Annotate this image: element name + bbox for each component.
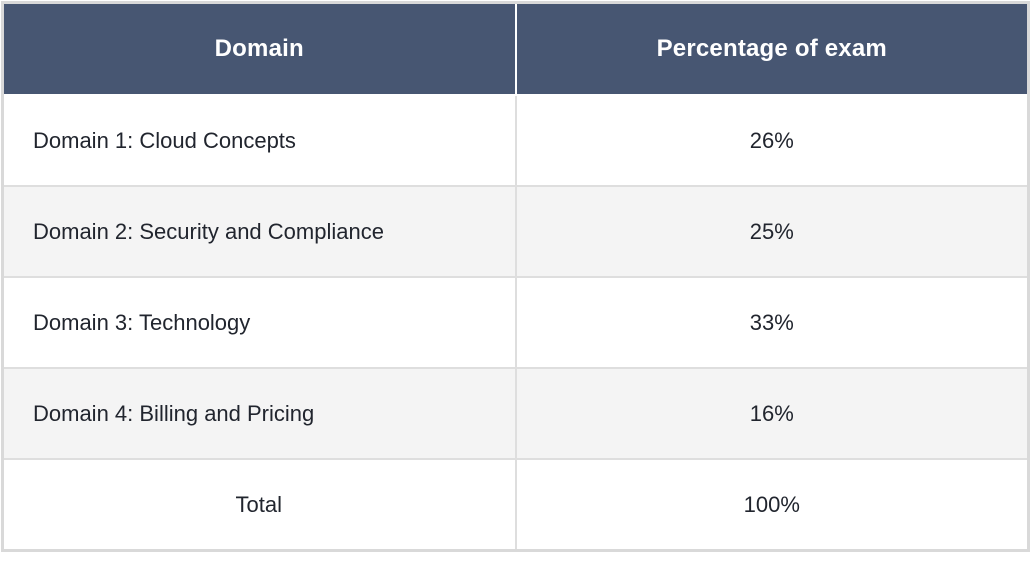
table-body: Domain 1: Cloud Concepts 26% Domain 2: S…: [1, 94, 1030, 552]
table-row-domain-4: Domain 4: Billing and Pricing 16%: [1, 367, 1030, 460]
domain-cell: Domain 4: Billing and Pricing: [1, 367, 517, 460]
percentage-cell: 16%: [514, 367, 1030, 460]
total-label-cell: Total: [1, 458, 517, 552]
percentage-cell: 33%: [514, 276, 1030, 369]
header-row: Domain Percentage of exam: [1, 1, 1030, 96]
total-percentage-cell: 100%: [514, 458, 1030, 552]
table-row-domain-3: Domain 3: Technology 33%: [1, 276, 1030, 369]
exam-domains-table: Domain Percentage of exam Domain 1: Clou…: [1, 1, 1030, 552]
percentage-cell: 25%: [514, 185, 1030, 278]
table-row-domain-1: Domain 1: Cloud Concepts 26%: [1, 94, 1030, 187]
domain-cell: Domain 2: Security and Compliance: [1, 185, 517, 278]
column-header-percentage: Percentage of exam: [514, 1, 1030, 96]
table-row-domain-2: Domain 2: Security and Compliance 25%: [1, 185, 1030, 278]
table-row-total: Total 100%: [1, 458, 1030, 552]
domain-cell: Domain 3: Technology: [1, 276, 517, 369]
percentage-cell: 26%: [514, 94, 1030, 187]
column-header-domain: Domain: [1, 1, 517, 96]
table-header: Domain Percentage of exam: [1, 1, 1030, 96]
domain-cell: Domain 1: Cloud Concepts: [1, 94, 517, 187]
